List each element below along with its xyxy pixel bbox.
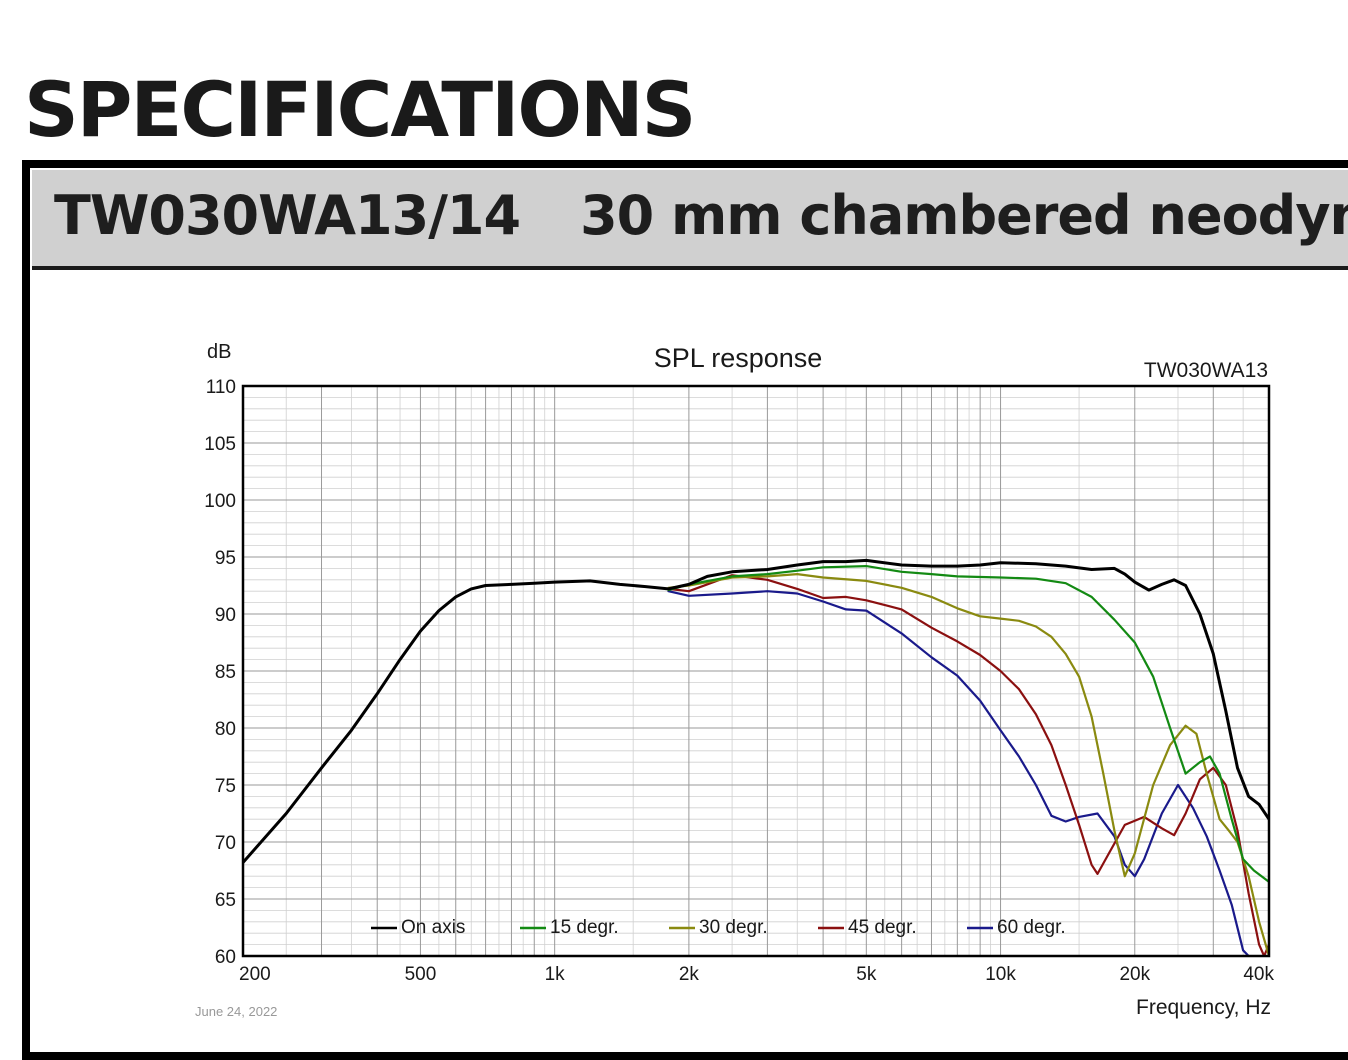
- legend-label: 45 degr.: [848, 917, 917, 938]
- legend-label: 30 degr.: [699, 917, 768, 938]
- y-tick-label: 110: [206, 377, 236, 398]
- model-number: TW030WA13/14: [54, 184, 521, 247]
- y-tick-label: 60: [215, 947, 236, 968]
- chart-model-label: TW030WA13: [1144, 359, 1268, 382]
- legend-label: 15 degr.: [550, 917, 619, 938]
- series-line: [667, 565, 1269, 883]
- product-description: 30 mm chambered neodymiu: [580, 184, 1348, 247]
- legend: On axis 15 degr. 30 degr. 45 degr. 60 degr.: [371, 917, 1066, 938]
- legend-label: On axis: [401, 917, 465, 938]
- major-grid: [243, 386, 1269, 956]
- product-title-band: TW030WA13/14 30 mm chambered neodymiu: [32, 170, 1348, 270]
- spl-chart: 110 105 100 95 90 85 80 75 70 65 60 200 500 1k 2k 5k 10…: [204, 341, 1274, 1019]
- x-tick-label: 1k: [545, 964, 566, 985]
- x-tick-label: 10k: [985, 964, 1016, 985]
- document-date: June 24, 2022: [195, 1004, 278, 1019]
- y-tick-label: 75: [215, 776, 236, 797]
- y-tick-label: 105: [204, 434, 236, 455]
- y-tick-label: 70: [215, 833, 236, 854]
- y-tick-label: 95: [215, 548, 236, 569]
- product-title: TW030WA13/14 30 mm chambered neodymiu: [54, 182, 1348, 250]
- plot-frame: [241, 384, 1271, 958]
- x-tick-label: 40k: [1243, 964, 1274, 985]
- legend-label: 60 degr.: [997, 917, 1066, 938]
- y-tick-label: 85: [215, 662, 236, 683]
- series-line: [667, 590, 1250, 956]
- x-axis-label: Frequency, Hz: [1136, 996, 1271, 1019]
- y-tick-label: 80: [215, 719, 236, 740]
- y-tick-labels: 110 105 100 95 90 85 80 75 70 65 60: [204, 377, 236, 968]
- x-tick-label: 500: [405, 964, 437, 985]
- plot-lines: [243, 558, 1269, 956]
- y-tick-label: 65: [215, 890, 236, 911]
- page-heading: SPECIFICATIONS: [24, 65, 696, 154]
- x-tick-label: 20k: [1119, 964, 1150, 985]
- x-tick-label: 200: [239, 964, 271, 985]
- y-tick-label: 90: [215, 605, 236, 626]
- x-tick-labels: 200 500 1k 2k 5k 10k 20k 40k: [239, 964, 1274, 985]
- y-axis-unit: dB: [207, 341, 231, 363]
- chart-title: SPL response: [654, 343, 823, 373]
- series-line: [667, 573, 1269, 956]
- x-tick-label: 5k: [856, 964, 877, 985]
- series-line: [243, 558, 1269, 864]
- x-tick-label: 2k: [679, 964, 700, 985]
- y-tick-label: 100: [204, 491, 236, 512]
